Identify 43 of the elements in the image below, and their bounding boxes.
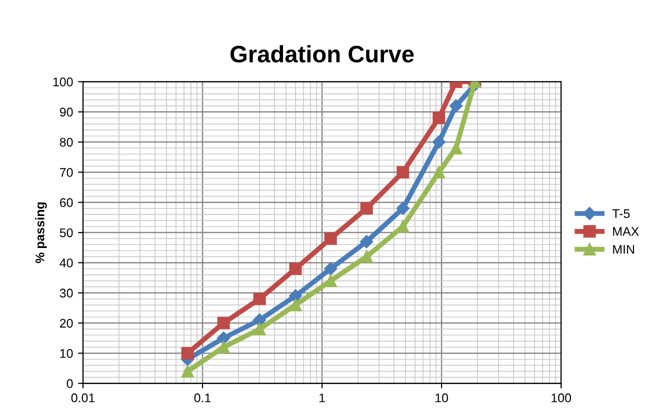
x-tick-label: 10 bbox=[436, 393, 448, 402]
point bbox=[396, 202, 410, 215]
x-tick-label: 0.1 bbox=[194, 393, 211, 402]
x-tick-label: 0.01 bbox=[71, 393, 95, 402]
legend-label: T-5 bbox=[612, 209, 630, 218]
point bbox=[217, 340, 230, 354]
point bbox=[324, 232, 337, 245]
point bbox=[289, 298, 302, 312]
point bbox=[396, 166, 410, 178]
y-tick-label: 0 bbox=[66, 379, 73, 388]
y-tick-label: 100 bbox=[53, 78, 73, 86]
point bbox=[253, 322, 266, 336]
point bbox=[360, 202, 373, 215]
point bbox=[432, 166, 446, 178]
x-tick-label: 1 bbox=[320, 394, 325, 402]
point bbox=[360, 235, 374, 248]
point bbox=[181, 346, 194, 360]
y-tick-label: 10 bbox=[60, 349, 73, 358]
point bbox=[217, 316, 230, 330]
point bbox=[432, 135, 446, 149]
chart-title: Gradation Curve bbox=[230, 45, 414, 62]
x-tick-label: 100 bbox=[552, 393, 572, 402]
point bbox=[253, 292, 266, 306]
y-axis-title: % passing bbox=[35, 202, 47, 264]
point bbox=[289, 262, 302, 275]
legend-label: MIN bbox=[613, 245, 634, 254]
y-tick-label: 50 bbox=[60, 228, 73, 238]
point bbox=[252, 313, 266, 327]
y-tick-label: 40 bbox=[60, 258, 73, 268]
legend-label: MAX bbox=[613, 227, 639, 236]
point bbox=[324, 262, 338, 276]
point bbox=[432, 112, 446, 124]
point bbox=[360, 250, 373, 263]
y-tick-label: 60 bbox=[60, 198, 73, 208]
point bbox=[288, 289, 302, 302]
y-tick-label: 70 bbox=[60, 168, 73, 177]
y-tick-label: 30 bbox=[60, 288, 73, 298]
y-tick-label: 20 bbox=[60, 318, 73, 328]
point bbox=[216, 332, 230, 345]
y-tick-label: 80 bbox=[60, 138, 73, 147]
point bbox=[181, 365, 194, 378]
point bbox=[324, 274, 337, 288]
y-tick-label: 90 bbox=[60, 108, 73, 117]
